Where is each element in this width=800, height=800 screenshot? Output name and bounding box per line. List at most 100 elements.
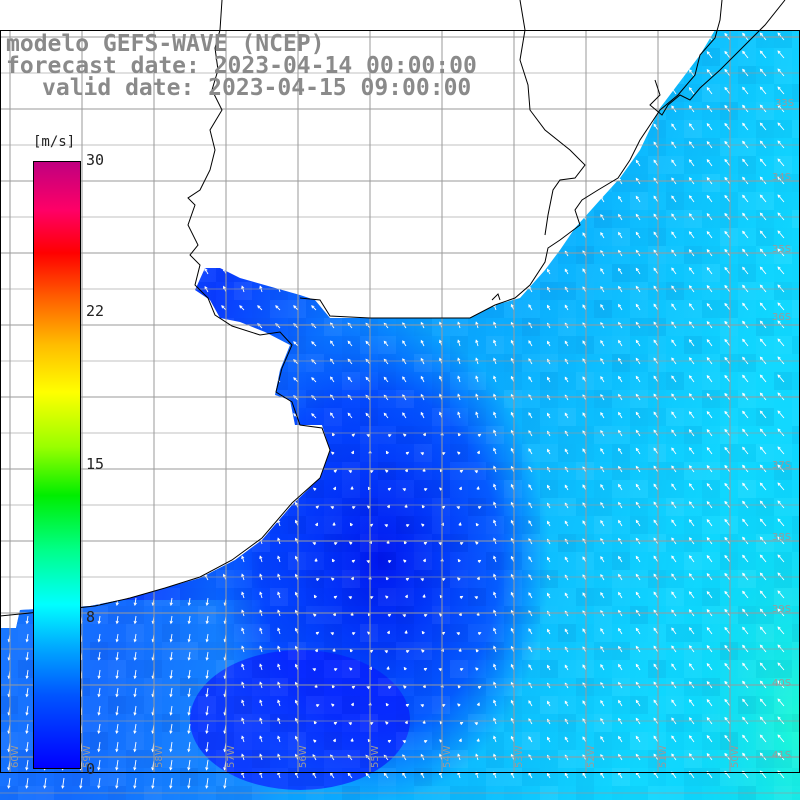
wind-arrow (131, 556, 137, 563)
wind-arrow (706, 590, 713, 599)
wind-arrow (259, 195, 263, 203)
wind-arrow (293, 431, 299, 437)
wind-arrow (635, 195, 641, 203)
wind-arrow (23, 323, 29, 329)
lat-label: 36S (772, 312, 791, 323)
wind-arrow (618, 51, 623, 59)
wind-arrow (600, 736, 605, 743)
wind-arrow (149, 538, 155, 545)
wind-arrow (423, 541, 428, 545)
wind-arrow (347, 304, 353, 311)
wind-arrow (493, 51, 497, 59)
wind-arrow (493, 267, 497, 275)
wind-arrow (385, 702, 389, 707)
wind-arrow (402, 160, 407, 167)
wind-arrow (528, 628, 533, 635)
wind-arrow (653, 267, 659, 275)
wind-arrow (671, 411, 677, 419)
wind-arrow (759, 662, 767, 671)
wind-arrow (653, 411, 659, 419)
wind-arrow (547, 106, 551, 113)
wind-arrow (95, 323, 101, 329)
wind-arrow (493, 231, 497, 239)
lat-label: 37S (772, 460, 791, 471)
wind-arrow (203, 431, 209, 437)
wind-arrow (528, 520, 533, 527)
wind-arrow (671, 627, 677, 635)
wind-arrow (205, 633, 209, 643)
wind-arrow (759, 266, 767, 275)
wind-arrow (618, 411, 623, 419)
wind-arrow (528, 448, 533, 455)
wind-arrow (547, 142, 551, 149)
island-mark (491, 293, 501, 301)
wind-arrow (149, 178, 155, 185)
wind-arrow (133, 651, 137, 661)
wind-arrow (759, 734, 767, 743)
lon-label: 52W (586, 745, 597, 768)
wind-arrow (330, 286, 335, 293)
wind-arrow (5, 323, 11, 329)
wind-arrow (493, 447, 497, 455)
wind-arrow (204, 448, 209, 455)
wind-arrow (204, 520, 209, 527)
wind-arrow (133, 687, 137, 698)
wind-arrow (724, 518, 731, 527)
wind-arrow (402, 433, 407, 437)
wind-arrow (333, 668, 338, 672)
wind-arrow (365, 772, 371, 779)
wind-arrow (5, 413, 11, 419)
wind-arrow (456, 632, 461, 636)
wind-arrow (25, 447, 29, 455)
wind-arrow (457, 375, 461, 383)
wind-arrow (528, 556, 533, 563)
wind-arrow (187, 597, 191, 607)
wind-arrow (259, 519, 263, 527)
wind-arrow (131, 124, 137, 131)
wind-arrow (241, 663, 245, 671)
wind-arrow (330, 34, 335, 41)
wind-arrow (402, 614, 407, 618)
wind-arrow (347, 412, 353, 419)
wind-arrow (564, 772, 569, 779)
colorbar (33, 161, 81, 769)
wind-arrow (113, 377, 119, 383)
wind-arrow (259, 267, 263, 275)
wind-arrow (7, 777, 11, 789)
wind-arrow (186, 538, 191, 545)
wind-arrow (724, 554, 731, 563)
wind-arrow (23, 359, 29, 365)
wind-arrow (528, 160, 533, 167)
wind-arrow (149, 466, 155, 473)
wind-arrow (239, 323, 245, 329)
wind-arrow (277, 483, 281, 491)
wind-arrow (95, 359, 101, 365)
wind-arrow (149, 106, 155, 113)
wind-arrow (477, 506, 482, 510)
wind-arrow (405, 703, 410, 707)
wind-arrow (351, 685, 356, 689)
wind-arrow (547, 412, 551, 419)
wind-arrow (25, 483, 29, 491)
wind-arrow (330, 178, 335, 185)
wind-arrow (635, 159, 641, 167)
wind-arrow (777, 302, 785, 311)
wind-arrow (547, 88, 551, 95)
wind-arrow (347, 286, 353, 293)
wind-arrow (25, 615, 29, 625)
wind-arrow (457, 684, 461, 689)
wind-arrow (420, 303, 425, 311)
wind-arrow (635, 663, 641, 671)
wind-arrow (759, 50, 767, 59)
wind-arrow (221, 395, 227, 401)
wind-arrow (384, 595, 389, 599)
wind-arrow (315, 578, 320, 582)
wind-arrow (564, 628, 569, 635)
wind-arrow (221, 323, 227, 329)
wind-arrow (618, 591, 623, 599)
wind-arrow (383, 214, 389, 221)
wind-arrow (167, 142, 173, 149)
wind-arrow (241, 591, 245, 599)
wind-arrow (187, 651, 191, 661)
